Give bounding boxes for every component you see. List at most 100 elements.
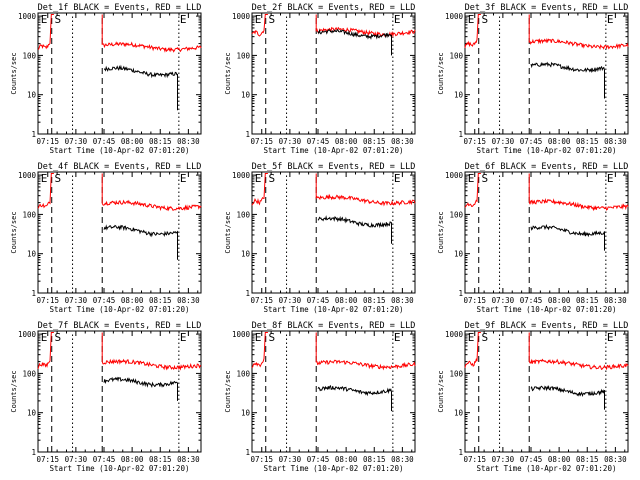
lld-series-line	[528, 14, 629, 50]
plot-frame	[464, 330, 629, 453]
lld-series-line	[528, 173, 629, 212]
x-tick-label: 07:45	[307, 137, 330, 146]
chart-panel: Det_2f BLACK = Events, RED = LLD Counts/s…	[224, 3, 416, 155]
events-series-line	[103, 64, 178, 111]
y-tick-label: 10	[454, 91, 464, 100]
y-tick-label: 1	[458, 289, 463, 298]
x-tick-label: 08:30	[177, 137, 200, 146]
y-tick-label: 10	[27, 91, 37, 100]
events-series-line	[530, 384, 605, 410]
x-tick-label: 08:30	[391, 455, 414, 464]
x-tick-label: 07:30	[492, 455, 515, 464]
lld-series-line	[464, 173, 481, 208]
x-tick-label: 07:15	[36, 137, 59, 146]
x-tick-label: 08:00	[121, 296, 144, 305]
marker-annotation: S	[269, 331, 276, 344]
y-axis-label: Counts/sec	[437, 211, 445, 253]
plot-frame	[464, 171, 629, 294]
x-tick-label: 08:30	[604, 137, 627, 146]
chart-panel: Det_4f BLACK = Events, RED = LLD Counts/s…	[10, 162, 202, 314]
marker-annotation: E	[255, 331, 262, 344]
x-axis-label: Start Time (10-Apr-02 07:01:20)	[50, 146, 190, 155]
x-tick-label: 08:30	[177, 296, 200, 305]
x-tick-label: 08:00	[335, 296, 358, 305]
y-tick-label: 100	[22, 51, 36, 60]
y-tick-label: 1	[245, 130, 250, 139]
x-axis-label: Start Time (10-Apr-02 07:01:20)	[264, 305, 404, 314]
y-tick-label: 1	[245, 289, 250, 298]
y-tick-label: 100	[236, 51, 250, 60]
y-tick-label: 100	[22, 210, 36, 219]
x-tick-label: 07:45	[520, 296, 543, 305]
y-tick-label: 10	[454, 250, 464, 259]
marker-annotation: E	[180, 331, 187, 344]
chart-panel: Det_1f BLACK = Events, RED = LLD Counts/s…	[10, 3, 202, 155]
x-tick-label: 07:15	[250, 296, 273, 305]
x-tick-label: 07:15	[36, 296, 59, 305]
lld-series-line	[315, 173, 416, 207]
y-tick-label: 1	[31, 448, 36, 457]
marker-annotation: S	[269, 172, 276, 185]
x-axis-label: Start Time (10-Apr-02 07:01:20)	[477, 146, 617, 155]
y-tick-label: 1000	[445, 12, 464, 21]
x-tick-label: 08:00	[121, 455, 144, 464]
chart-title: Det_7f BLACK = Events, RED = LLD	[38, 321, 202, 331]
y-tick-label: 1000	[445, 171, 464, 180]
x-tick-label: 08:00	[121, 137, 144, 146]
x-tick-label: 08:15	[149, 455, 172, 464]
lld-series-line	[315, 14, 416, 38]
x-axis-label: Start Time (10-Apr-02 07:01:20)	[477, 305, 617, 314]
y-tick-label: 10	[27, 250, 37, 259]
y-tick-label: 10	[241, 409, 251, 418]
x-tick-label: 07:15	[250, 455, 273, 464]
lld-series-line	[101, 332, 202, 371]
x-tick-label: 07:30	[65, 455, 88, 464]
chart-panel: Det_6f BLACK = Events, RED = LLD Counts/s…	[437, 162, 629, 314]
x-tick-label: 07:45	[520, 455, 543, 464]
x-axis-label: Start Time (10-Apr-02 07:01:20)	[264, 464, 404, 473]
y-tick-label: 100	[449, 369, 463, 378]
marker-annotation: E	[607, 13, 614, 26]
y-tick-label: 100	[449, 210, 463, 219]
x-axis-label: Start Time (10-Apr-02 07:01:20)	[477, 464, 617, 473]
lld-series-line	[464, 332, 481, 368]
events-series-line	[317, 28, 392, 56]
x-tick-label: 07:15	[463, 296, 486, 305]
lld-series-line	[251, 14, 268, 37]
plot-frame	[37, 330, 202, 453]
marker-annotation: S	[482, 172, 489, 185]
x-tick-label: 08:00	[548, 137, 571, 146]
plot-frame	[251, 171, 416, 294]
x-tick-label: 08:15	[363, 455, 386, 464]
events-series-line	[317, 385, 392, 412]
x-tick-label: 07:30	[65, 296, 88, 305]
y-tick-label: 1000	[232, 12, 251, 21]
x-tick-label: 08:30	[604, 296, 627, 305]
x-tick-label: 08:15	[363, 137, 386, 146]
events-series-line	[530, 61, 605, 99]
y-tick-label: 10	[241, 91, 251, 100]
chart-title: Det_1f BLACK = Events, RED = LLD	[38, 3, 202, 13]
x-axis-label: Start Time (10-Apr-02 07:01:20)	[264, 146, 404, 155]
y-axis-label: Counts/sec	[10, 52, 18, 94]
marker-annotation: S	[55, 13, 62, 26]
y-tick-label: 1000	[232, 171, 251, 180]
plot-frame	[37, 171, 202, 294]
events-series-line	[103, 376, 178, 401]
lld-series-line	[101, 173, 202, 212]
events-series-line	[103, 224, 178, 260]
y-axis-label: Counts/sec	[224, 211, 232, 253]
y-tick-label: 1	[245, 448, 250, 457]
marker-annotation: E	[468, 13, 475, 26]
y-tick-label: 1000	[445, 330, 464, 339]
chart-title: Det_6f BLACK = Events, RED = LLD	[465, 162, 629, 172]
chart-panel: Det_3f BLACK = Events, RED = LLD Counts/s…	[437, 3, 629, 155]
chart-title: Det_5f BLACK = Events, RED = LLD	[252, 162, 416, 172]
chart-panel: Det_8f BLACK = Events, RED = LLD Counts/s…	[224, 321, 416, 473]
y-tick-label: 1000	[18, 330, 37, 339]
y-tick-label: 10	[454, 409, 464, 418]
marker-annotation: E	[41, 172, 48, 185]
x-tick-label: 08:15	[363, 296, 386, 305]
marker-annotation: E	[394, 172, 401, 185]
x-tick-label: 08:30	[391, 137, 414, 146]
